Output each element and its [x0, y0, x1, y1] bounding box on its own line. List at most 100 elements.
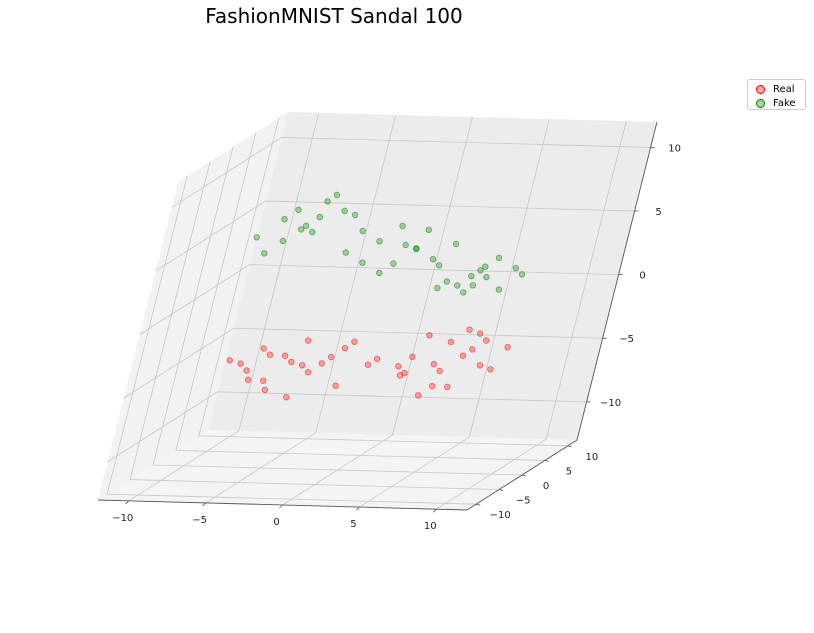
legend-swatch-real — [756, 84, 765, 94]
point-fake — [434, 284, 441, 292]
gridline-z — [107, 391, 587, 463]
z-tick-label: −5 — [619, 334, 634, 345]
point-fake — [342, 249, 349, 256]
point-real — [429, 382, 436, 390]
point-fake — [341, 207, 348, 215]
point-real — [482, 337, 490, 344]
point-real — [288, 358, 295, 366]
x-tick-label: 0 — [273, 517, 279, 528]
point-real — [476, 362, 484, 369]
point-real — [244, 376, 252, 383]
point-real — [237, 360, 244, 367]
z-axis-line — [576, 121, 658, 441]
gridline-x — [436, 121, 627, 510]
point-fake — [298, 226, 305, 233]
y-tick-label: 0 — [543, 481, 549, 492]
point-real — [476, 330, 484, 337]
point-fake — [333, 191, 341, 199]
point-real — [364, 361, 372, 368]
y-tick-label: 10 — [585, 452, 598, 463]
point-real — [401, 369, 408, 377]
gridline-y — [198, 117, 568, 447]
point-fake — [309, 228, 316, 236]
point-fake — [452, 240, 460, 248]
point-real — [261, 386, 269, 394]
legend: Real Fake — [747, 79, 806, 110]
point-real — [298, 362, 306, 369]
point-real — [447, 338, 455, 346]
point-real — [318, 360, 325, 367]
point-fake — [281, 215, 288, 223]
point-fake — [316, 213, 323, 221]
point-fake — [460, 289, 467, 296]
point-real — [409, 353, 416, 360]
x-tick — [202, 502, 206, 507]
point-fake — [512, 265, 519, 272]
gridline-y — [152, 146, 523, 476]
z-tick-label: −10 — [600, 398, 621, 409]
point-real — [283, 394, 290, 401]
point-real — [351, 338, 358, 345]
point-fake — [279, 237, 287, 245]
gridline-y — [106, 176, 477, 505]
point-real — [426, 332, 433, 339]
point-real — [487, 366, 494, 373]
point-fake — [302, 222, 310, 229]
point-fake — [454, 282, 461, 289]
y-tick-label: 5 — [566, 466, 572, 477]
y-tick — [521, 474, 527, 477]
point-real — [466, 326, 473, 333]
legend-swatch-fake — [756, 98, 765, 108]
point-fake — [482, 263, 489, 270]
gridline-z — [155, 200, 635, 272]
point-fake — [483, 273, 490, 281]
x-tick — [125, 500, 130, 505]
gridline-x — [128, 112, 320, 502]
legend-item-fake: Fake — [748, 96, 805, 110]
x-tick — [279, 504, 283, 509]
gridline-x — [359, 118, 550, 508]
point-real — [373, 355, 381, 363]
point-fake — [413, 245, 420, 252]
point-fake — [390, 260, 397, 267]
point-fake — [469, 282, 477, 289]
legend-label-fake: Fake — [773, 97, 796, 109]
point-fake — [468, 272, 475, 280]
legend-label-real: Real — [773, 83, 795, 95]
point-fake — [436, 262, 443, 269]
point-real — [395, 363, 402, 370]
point-fake — [443, 278, 450, 285]
x-tick — [356, 506, 360, 511]
point-fake — [359, 227, 366, 235]
z-tick-label: 10 — [668, 143, 681, 154]
point-real — [430, 360, 437, 368]
point-fake — [359, 259, 366, 266]
point-fake — [429, 256, 437, 263]
gridline-z — [139, 264, 619, 335]
point-real — [305, 337, 312, 344]
point-fake — [324, 198, 331, 205]
point-fake — [425, 226, 432, 233]
y-tick — [476, 503, 481, 506]
point-real — [260, 377, 267, 384]
point-real — [504, 344, 511, 351]
point-real — [260, 345, 267, 352]
y-tick — [544, 460, 550, 462]
x-tick-label: −5 — [192, 515, 207, 526]
point-fake — [495, 254, 503, 262]
point-fake — [253, 234, 260, 241]
point-real — [332, 382, 339, 389]
point-fake — [399, 222, 406, 230]
y-tick — [498, 489, 504, 491]
point-real — [341, 345, 349, 352]
gridline-x — [205, 114, 397, 504]
point-real — [469, 346, 476, 353]
point-fake — [402, 241, 409, 249]
x-tick — [432, 508, 437, 513]
x-tick-label: 10 — [424, 521, 437, 532]
y-tick-label: −10 — [490, 510, 511, 521]
point-real — [444, 383, 451, 391]
point-real — [281, 352, 289, 359]
chart-title: FashionMNIST Sandal 100 — [205, 4, 463, 28]
point-fake — [295, 206, 302, 213]
